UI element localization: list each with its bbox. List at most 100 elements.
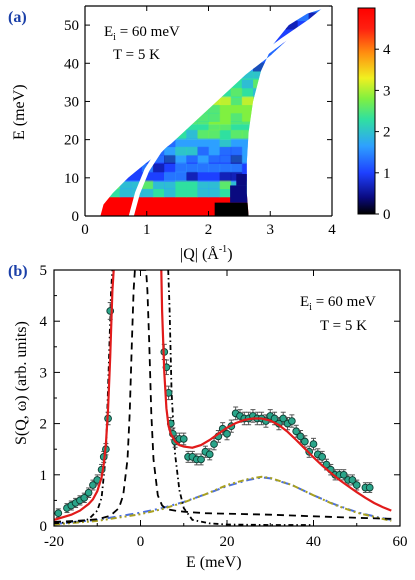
heatmap-cell bbox=[241, 70, 254, 80]
heatmap-cell bbox=[130, 104, 143, 114]
heatmap-cell bbox=[119, 188, 132, 198]
heatmap-cell bbox=[164, 121, 176, 131]
heatmap-cell bbox=[230, 54, 243, 64]
heatmap-cell bbox=[297, 104, 310, 114]
heatmap-cell bbox=[100, 96, 109, 106]
heatmap-cell bbox=[119, 138, 132, 148]
heatmap-cell bbox=[152, 12, 165, 22]
heatmap-cell bbox=[186, 6, 198, 13]
heatmap-cell bbox=[175, 62, 187, 72]
heatmap-cell bbox=[286, 188, 298, 198]
heatmap-cell bbox=[319, 54, 332, 64]
heatmap-cell bbox=[119, 146, 132, 156]
heatmap-cell bbox=[119, 112, 132, 122]
heatmap-cell bbox=[100, 163, 109, 173]
heatmap-cell bbox=[230, 96, 243, 106]
heatmap-cell bbox=[108, 180, 121, 190]
heatmap-cell bbox=[208, 104, 221, 114]
heatmap-cell bbox=[319, 129, 332, 139]
heatmap-cell bbox=[108, 129, 121, 139]
heatmap-cell bbox=[186, 45, 198, 55]
heatmap-cell bbox=[219, 188, 232, 198]
heatmap-cell bbox=[119, 180, 132, 190]
heatmap-cell bbox=[208, 180, 221, 190]
heatmap-cell bbox=[108, 79, 121, 89]
data-point bbox=[292, 424, 301, 438]
heatmap-cell bbox=[197, 188, 210, 198]
heatmap-cell bbox=[164, 70, 176, 80]
heatmap-cell bbox=[152, 163, 165, 173]
heatmap-cell bbox=[100, 146, 109, 156]
heatmap-cell bbox=[164, 87, 176, 97]
heatmap-cell bbox=[308, 96, 321, 106]
heatmap-cell bbox=[175, 171, 187, 181]
heatmap-cell bbox=[275, 6, 287, 13]
heatmap-cell bbox=[253, 171, 265, 181]
heatmap-cell bbox=[175, 104, 187, 114]
heatmap-cell bbox=[197, 121, 210, 131]
heatmap-cell bbox=[100, 171, 109, 181]
heatmap-cell bbox=[319, 163, 332, 173]
heatmap-cell bbox=[119, 104, 132, 114]
data-point bbox=[223, 427, 231, 441]
heatmap-cell bbox=[319, 121, 332, 131]
heatmap-cell bbox=[241, 37, 254, 47]
heatmap-cell bbox=[264, 104, 276, 114]
heatmap-cell bbox=[253, 12, 265, 22]
heatmap-cell bbox=[164, 96, 176, 106]
heatmap-cell bbox=[253, 146, 265, 156]
heatmap-cell bbox=[253, 70, 265, 80]
heatmap-cell bbox=[100, 188, 109, 198]
heatmap-cell bbox=[130, 171, 143, 181]
heatmap-cell bbox=[197, 163, 210, 173]
heatmap-cell bbox=[175, 87, 187, 97]
heatmap-cell bbox=[219, 45, 232, 55]
heatmap-cell bbox=[100, 12, 109, 22]
heatmap-cell bbox=[152, 121, 165, 131]
spectrum-x-tick-label: 60 bbox=[393, 534, 408, 550]
panel-a-label: (a) bbox=[8, 9, 27, 26]
heatmap-cell bbox=[119, 129, 132, 139]
heatmap-cell bbox=[286, 79, 298, 89]
heatmap-cell bbox=[275, 154, 287, 164]
heatmap-cell bbox=[286, 6, 298, 13]
heatmap-band-6 bbox=[100, 78, 332, 98]
heatmap-cell bbox=[230, 12, 243, 22]
heatmap-cell bbox=[286, 121, 298, 131]
heatmap-cell bbox=[241, 163, 254, 173]
heatmap-cell bbox=[297, 6, 310, 13]
heatmap-x-label: |Q| (Å-1) bbox=[180, 244, 233, 263]
heatmap-y-tick-label: 20 bbox=[64, 133, 79, 149]
heatmap-cell bbox=[230, 79, 243, 89]
heatmap-cell bbox=[164, 180, 176, 190]
heatmap-cell bbox=[100, 180, 109, 190]
heatmap-cell bbox=[100, 45, 109, 55]
heatmap-cell bbox=[286, 45, 298, 55]
heatmap-cell bbox=[141, 70, 154, 80]
heatmap-cell bbox=[286, 12, 298, 22]
heatmap-cell bbox=[100, 87, 109, 97]
heatmap-cell bbox=[286, 129, 298, 139]
heatmap-cell bbox=[152, 104, 165, 114]
heatmap-y-tick-label: 30 bbox=[64, 94, 79, 110]
heatmap-cell bbox=[286, 138, 298, 148]
heatmap-cell bbox=[197, 138, 210, 148]
heatmap-cell bbox=[264, 87, 276, 97]
heatmap-x-tick-label: 1 bbox=[143, 222, 151, 238]
heatmap-cell bbox=[230, 20, 243, 30]
heatmap-cell bbox=[297, 154, 310, 164]
heatmap-cell bbox=[230, 121, 243, 131]
heatmap-cell bbox=[119, 121, 132, 131]
heatmap-cell bbox=[141, 138, 154, 148]
heatmap-cell bbox=[308, 45, 321, 55]
heatmap-cell bbox=[186, 163, 198, 173]
heatmap-cell bbox=[100, 79, 109, 89]
heatmap-cell bbox=[253, 28, 265, 38]
data-point bbox=[313, 448, 322, 461]
heatmap-cell bbox=[253, 154, 265, 164]
heatmap-cell bbox=[253, 188, 265, 198]
data-point bbox=[54, 508, 63, 519]
heatmap-cell bbox=[219, 163, 232, 173]
